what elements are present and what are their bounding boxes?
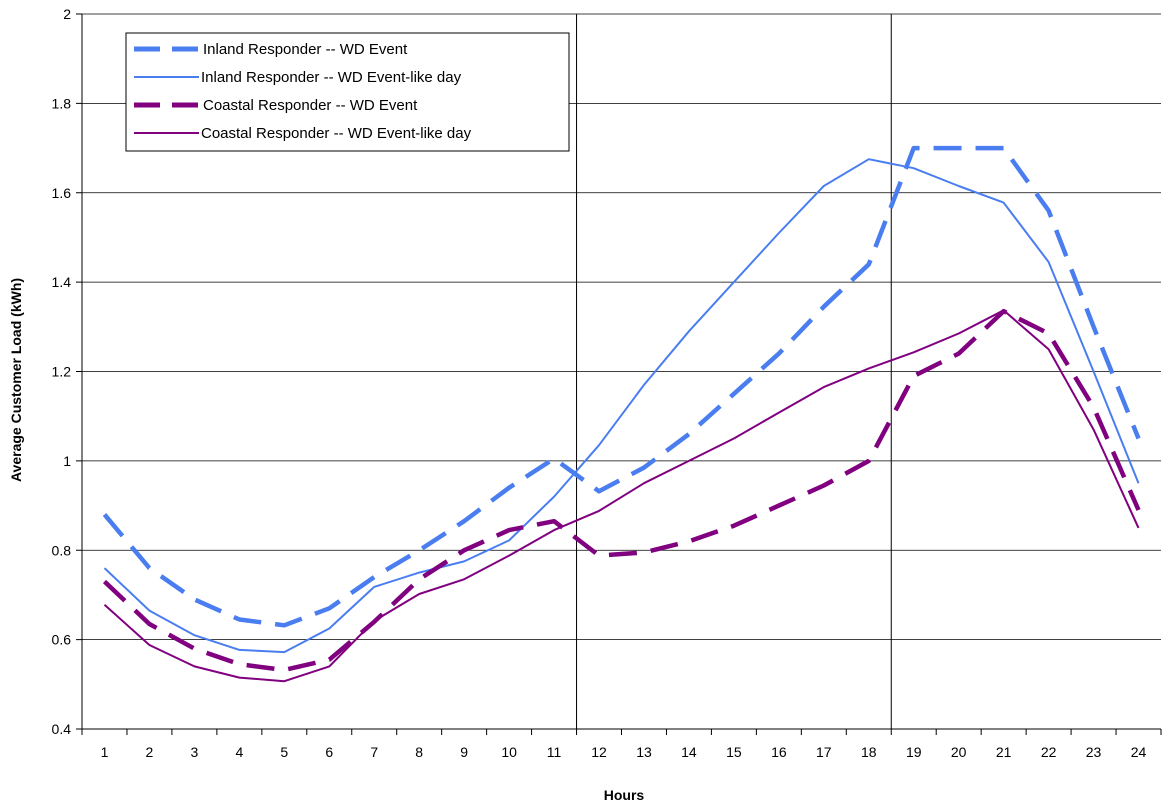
x-tick-label: 9 — [460, 744, 468, 760]
x-tick-label: 24 — [1131, 744, 1147, 760]
x-tick-label: 19 — [906, 744, 922, 760]
series-line-3 — [102, 308, 1141, 673]
y-tick-label: 0.6 — [52, 632, 72, 648]
x-tick-label: 6 — [325, 744, 333, 760]
legend: Inland Responder -- WD Event Inland Respo… — [125, 32, 570, 152]
x-tick-labels: 1 2 3 4 5 6 7 8 9 10 11 12 13 14 15 16 17 18 19 20 21 22 23 24 — [101, 744, 1147, 760]
y-tick-label: 2 — [63, 6, 71, 22]
y-tick-label: 1.8 — [52, 95, 72, 111]
y-axis-title: Average Customer Load (kWh) — [8, 278, 24, 482]
x-tick-label: 11 — [547, 744, 562, 760]
x-tick-label: 17 — [816, 744, 832, 760]
x-tick-label: 23 — [1086, 744, 1102, 760]
y-tick-label: 0.4 — [52, 721, 72, 737]
x-tick-label: 16 — [771, 744, 787, 760]
series-line-4 — [103, 309, 1140, 683]
legend-label-3: Coastal Responder -- WD Event — [203, 97, 418, 114]
x-tick-label: 7 — [370, 744, 378, 760]
x-tick-label: 1 — [101, 744, 109, 760]
event-window-lines — [576, 14, 892, 729]
x-tick-label: 3 — [190, 744, 198, 760]
x-tick-label: 10 — [501, 744, 517, 760]
series-lines — [102, 145, 1141, 683]
axes — [76, 13, 1162, 735]
x-tick-label: 14 — [681, 744, 697, 760]
y-tick-label: 1.6 — [52, 185, 72, 201]
series-line-2 — [103, 158, 1140, 654]
x-tick-label: 8 — [415, 744, 423, 760]
x-tick-label: 5 — [280, 744, 288, 760]
x-tick-label: 12 — [591, 744, 607, 760]
x-tick-label: 18 — [861, 744, 877, 760]
x-tick-label: 15 — [726, 744, 742, 760]
legend-label-1: Inland Responder -- WD Event — [203, 41, 408, 58]
x-tick-label: 13 — [636, 744, 652, 760]
x-tick-label: 4 — [235, 744, 243, 760]
series-line-1 — [102, 145, 1141, 628]
y-tick-label: 1 — [63, 453, 71, 469]
legend-label-2: Inland Responder -- WD Event-like day — [201, 69, 462, 86]
y-tick-labels: 0.4 0.6 0.8 1 1.2 1.4 1.6 1.8 2 — [52, 6, 72, 737]
legend-box — [125, 32, 570, 152]
x-tick-label: 2 — [146, 744, 154, 760]
x-tick-label: 21 — [996, 744, 1012, 760]
y-tick-label: 0.8 — [52, 542, 72, 558]
legend-label-4: Coastal Responder -- WD Event-like day — [201, 125, 472, 142]
x-tick-label: 22 — [1041, 744, 1057, 760]
x-axis-title: Hours — [604, 787, 645, 803]
y-tick-label: 1.4 — [52, 274, 72, 290]
x-tick-label: 20 — [951, 744, 967, 760]
y-tick-label: 1.2 — [52, 364, 72, 380]
